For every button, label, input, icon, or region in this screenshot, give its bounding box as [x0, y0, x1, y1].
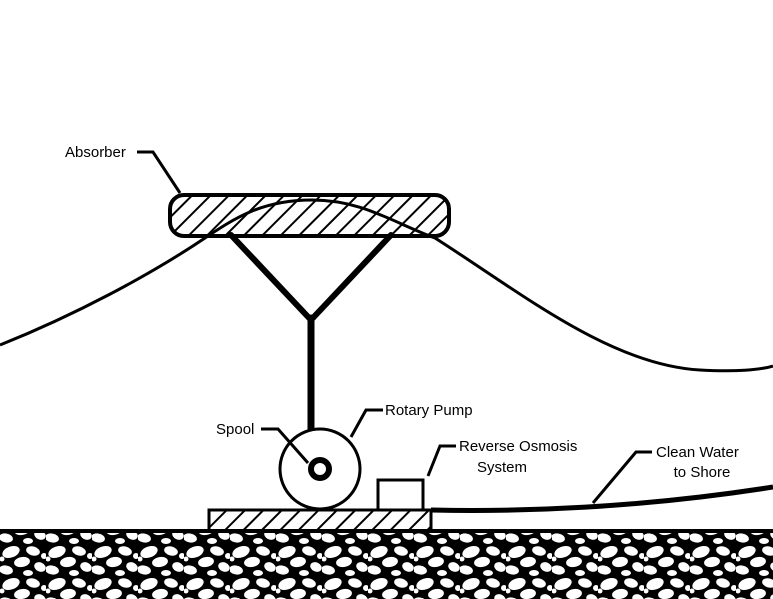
spool	[308, 457, 332, 481]
reverse-osmosis-leader	[426, 444, 456, 477]
spool-leader	[261, 427, 310, 464]
reverse-osmosis-label-line1: Reverse Osmosis	[459, 438, 577, 455]
rotary-pump-label: Rotary Pump	[385, 402, 473, 419]
seabed	[0, 529, 773, 599]
clean-water-label-line1: Clean Water	[656, 444, 739, 461]
spool-label: Spool	[216, 421, 254, 438]
clean-water-leader	[591, 450, 652, 504]
base-platform	[207, 508, 433, 533]
reverse-osmosis-unit	[376, 478, 425, 512]
reverse-osmosis-label-line2: System	[477, 459, 527, 476]
absorber	[168, 193, 451, 238]
clean-water-label-line2: to Shore	[674, 464, 731, 481]
rotary-pump-leader	[349, 408, 383, 438]
absorber-leader	[137, 150, 182, 194]
absorber-label: Absorber	[65, 144, 126, 161]
clean-water-pipe	[430, 484, 773, 513]
